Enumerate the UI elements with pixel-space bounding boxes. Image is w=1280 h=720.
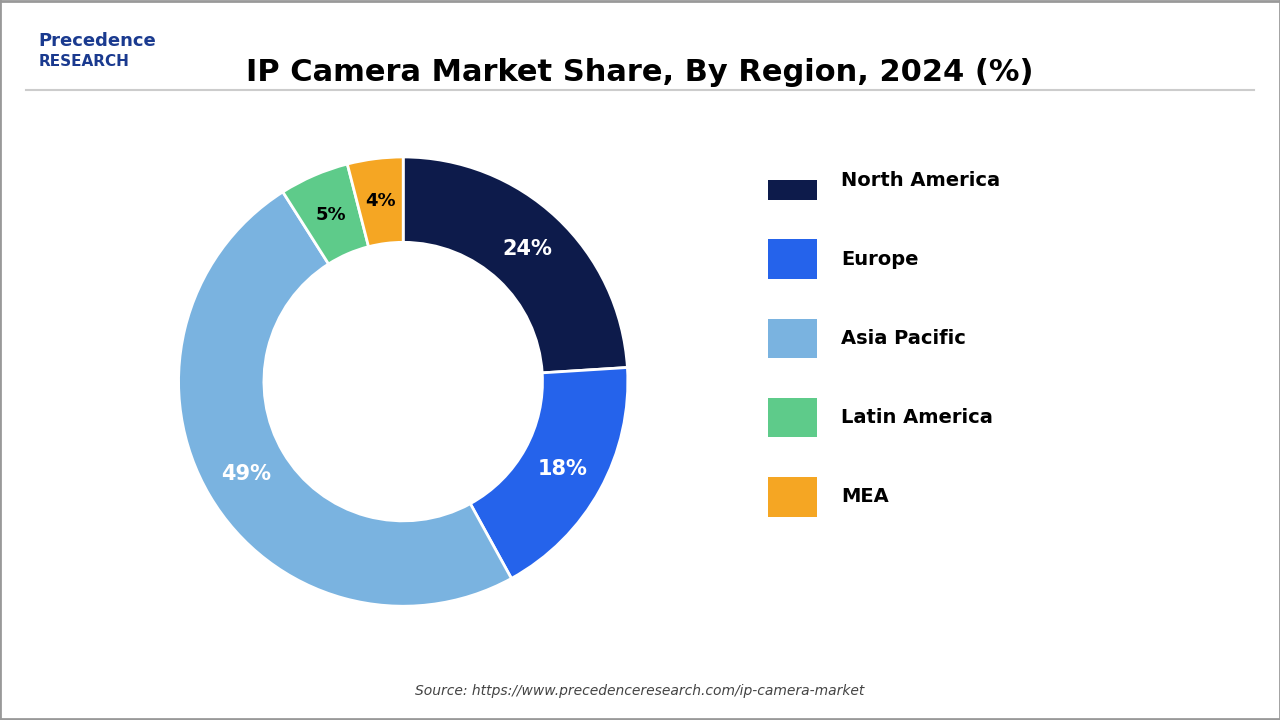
Text: 18%: 18%	[538, 459, 588, 480]
Wedge shape	[347, 157, 403, 247]
FancyBboxPatch shape	[768, 477, 817, 517]
FancyBboxPatch shape	[768, 239, 817, 279]
Text: 4%: 4%	[365, 192, 396, 210]
Text: 5%: 5%	[316, 206, 347, 224]
Text: Precedence: Precedence	[38, 32, 156, 50]
Text: RESEARCH: RESEARCH	[38, 54, 129, 69]
Wedge shape	[470, 367, 627, 578]
FancyBboxPatch shape	[768, 397, 817, 437]
Wedge shape	[283, 164, 369, 264]
Text: 49%: 49%	[221, 464, 271, 485]
Text: Latin America: Latin America	[841, 408, 993, 427]
Text: 24%: 24%	[503, 239, 553, 259]
FancyBboxPatch shape	[768, 318, 817, 358]
Text: Source: https://www.precedenceresearch.com/ip-camera-market: Source: https://www.precedenceresearch.c…	[415, 685, 865, 698]
Wedge shape	[403, 157, 627, 373]
Text: North America: North America	[841, 171, 1000, 189]
FancyBboxPatch shape	[768, 161, 817, 199]
Text: MEA: MEA	[841, 487, 888, 506]
Text: Europe: Europe	[841, 250, 919, 269]
Wedge shape	[179, 192, 512, 606]
Text: Asia Pacific: Asia Pacific	[841, 329, 966, 348]
Text: IP Camera Market Share, By Region, 2024 (%): IP Camera Market Share, By Region, 2024 …	[246, 58, 1034, 86]
